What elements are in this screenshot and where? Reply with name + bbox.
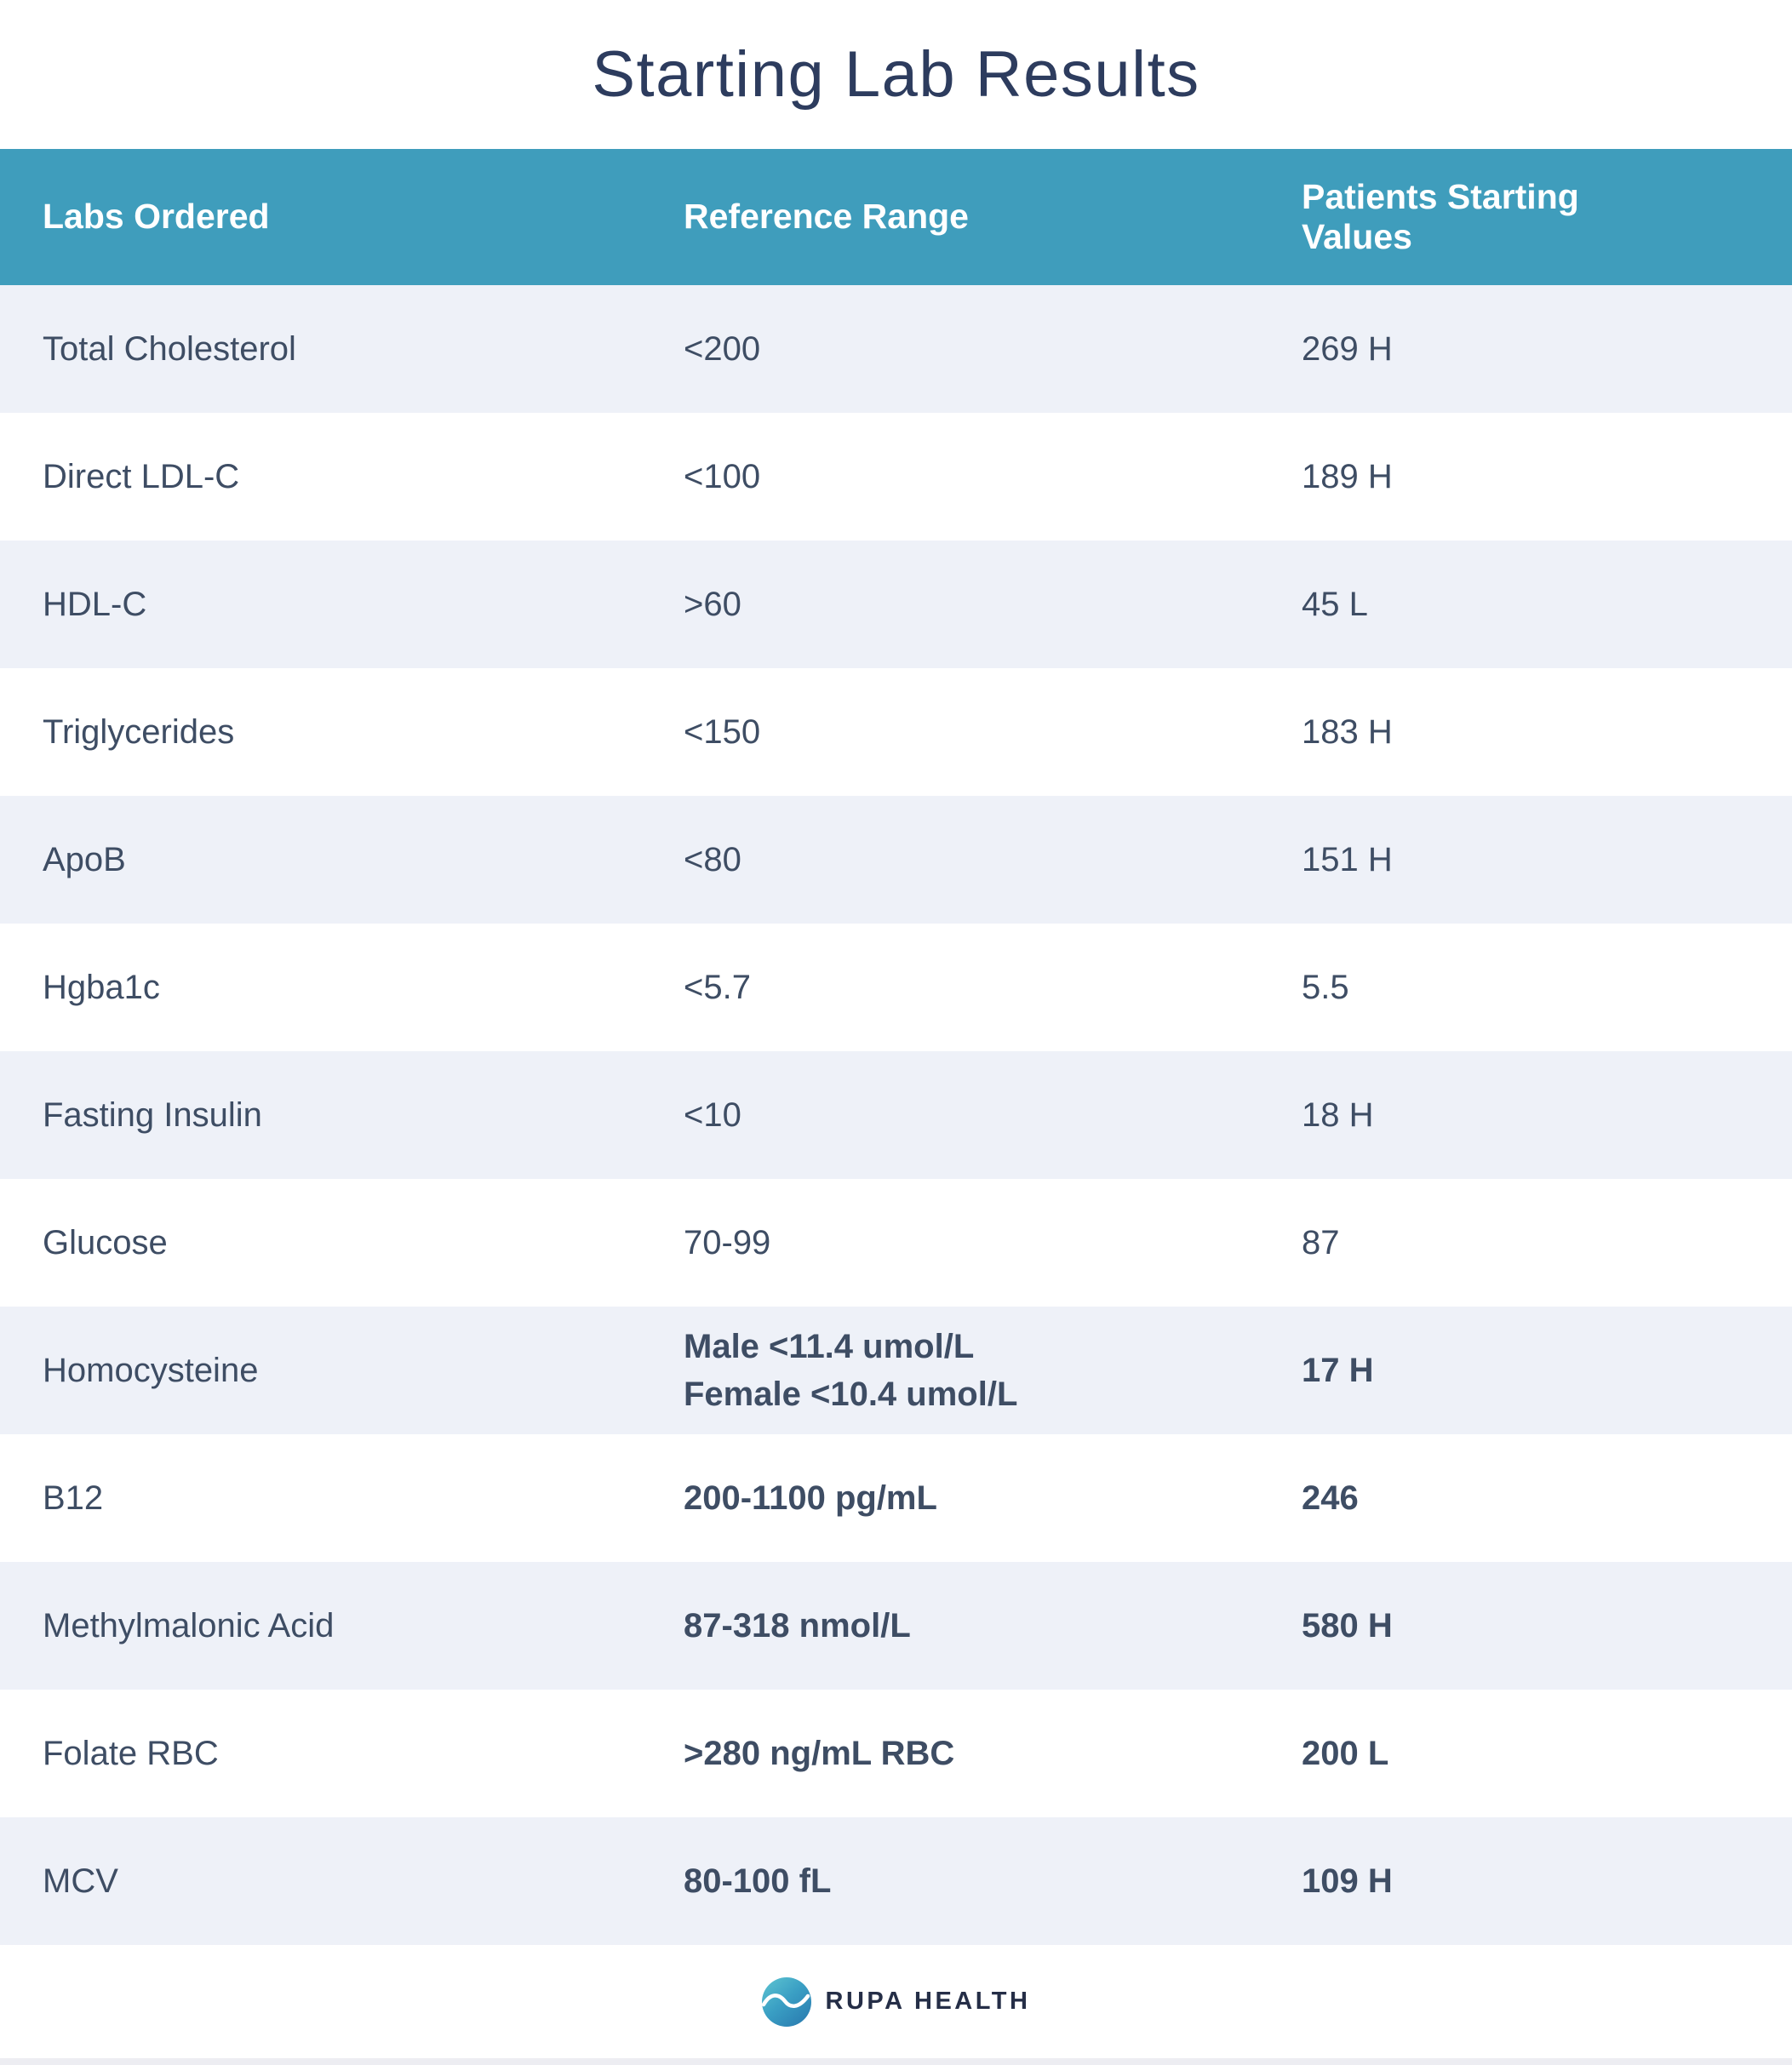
starting-value-cell: 5.5 xyxy=(1302,968,1349,1006)
header-cell-patient-starting-values: Patients Starting Values xyxy=(1302,176,1579,256)
table-row: Hgba1c <5.7 5.5 xyxy=(0,924,1792,1051)
table-row: Triglycerides <150 183 H xyxy=(0,668,1792,796)
starting-value-cell: 269 H xyxy=(1302,329,1393,368)
table-row: Homocysteine Male <11.4 umol/L Female <1… xyxy=(0,1307,1792,1434)
starting-value-cell: 17 H xyxy=(1302,1351,1374,1389)
table-row: Direct LDL-C <100 189 H xyxy=(0,413,1792,541)
starting-value-cell: 189 H xyxy=(1302,457,1393,495)
brand-name: RUPA HEALTH xyxy=(825,1988,1031,2015)
starting-value-cell: 246 xyxy=(1302,1479,1359,1517)
bottom-edge-strip xyxy=(0,2058,1792,2065)
reference-range-cell: Male <11.4 umol/L Female <10.4 umol/L xyxy=(684,1328,1018,1413)
lab-name-cell: Methylmalonic Acid xyxy=(43,1606,335,1645)
lab-name-cell: HDL-C xyxy=(43,585,147,623)
table-row: Folate RBC >280 ng/mL RBC 200 L xyxy=(0,1690,1792,1817)
lab-name-cell: MCV xyxy=(43,1862,118,1900)
table-row: HDL-C >60 45 L xyxy=(0,541,1792,668)
table-header-row: Labs Ordered Reference Range Patients St… xyxy=(0,149,1792,285)
table-body: Total Cholesterol <200 269 H Direct LDL-… xyxy=(0,285,1792,1945)
lab-name-cell: B12 xyxy=(43,1479,104,1517)
starting-value-cell: 18 H xyxy=(1302,1095,1374,1134)
header-cell-reference-range: Reference Range xyxy=(684,197,969,237)
starting-value-cell: 87 xyxy=(1302,1223,1340,1261)
table-row: ApoB <80 151 H xyxy=(0,796,1792,924)
rupa-health-wave-icon xyxy=(761,1976,811,2027)
title-block: Starting Lab Results xyxy=(0,0,1792,149)
table-row: MCV 80-100 fL 109 H xyxy=(0,1817,1792,1945)
header-cell-labs-ordered: Labs Ordered xyxy=(43,197,270,237)
lab-name-cell: Triglycerides xyxy=(43,712,235,751)
reference-range-cell: 200-1100 pg/mL xyxy=(684,1479,937,1517)
table-row: Total Cholesterol <200 269 H xyxy=(0,285,1792,413)
lab-name-cell: Total Cholesterol xyxy=(43,329,296,368)
reference-range-cell: <100 xyxy=(684,458,761,495)
reference-range-cell: >60 xyxy=(684,586,741,623)
reference-range-cell: >280 ng/mL RBC xyxy=(684,1735,955,1772)
table-row: Methylmalonic Acid 87-318 nmol/L 580 H xyxy=(0,1562,1792,1690)
table-row: Glucose 70-99 87 xyxy=(0,1179,1792,1307)
starting-value-cell: 183 H xyxy=(1302,712,1393,751)
lab-name-cell: Hgba1c xyxy=(43,968,160,1006)
lab-name-cell: Fasting Insulin xyxy=(43,1095,262,1134)
reference-range-cell: <80 xyxy=(684,841,741,878)
reference-range-cell: 70-99 xyxy=(684,1224,771,1261)
table-row: B12 200-1100 pg/mL 246 xyxy=(0,1434,1792,1562)
reference-range-cell: 80-100 fL xyxy=(684,1862,832,1900)
reference-range-cell: <10 xyxy=(684,1096,741,1134)
table-row: Fasting Insulin <10 18 H xyxy=(0,1051,1792,1179)
starting-value-cell: 580 H xyxy=(1302,1606,1393,1645)
starting-value-cell: 109 H xyxy=(1302,1862,1393,1900)
starting-value-cell: 200 L xyxy=(1302,1734,1389,1772)
reference-range-cell: <200 xyxy=(684,330,761,368)
lab-name-cell: Glucose xyxy=(43,1223,168,1261)
reference-range-cell: <5.7 xyxy=(684,969,751,1006)
lab-name-cell: Folate RBC xyxy=(43,1734,219,1772)
starting-value-cell: 151 H xyxy=(1302,840,1393,878)
lab-name-cell: ApoB xyxy=(43,840,126,878)
page-title: Starting Lab Results xyxy=(592,38,1200,111)
starting-value-cell: 45 L xyxy=(1302,585,1368,623)
footer: RUPA HEALTH xyxy=(0,1945,1792,2058)
reference-range-cell: 87-318 nmol/L xyxy=(684,1607,911,1645)
lab-name-cell: Homocysteine xyxy=(43,1351,259,1389)
lab-name-cell: Direct LDL-C xyxy=(43,457,240,495)
reference-range-cell: <150 xyxy=(684,713,761,751)
